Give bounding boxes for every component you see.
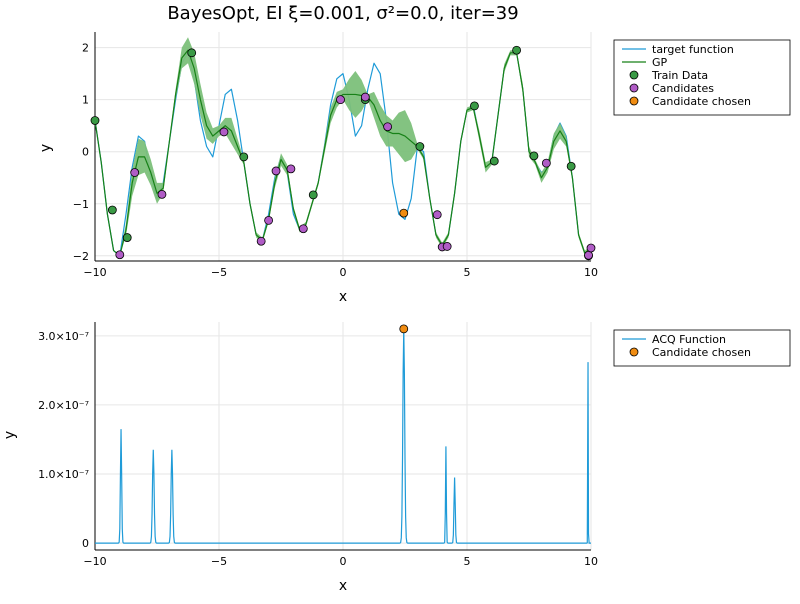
bottom-ticks: −10 −5 0 5 10 0 1.0×10⁻⁷ 2.0×10⁻⁷ 3.0×10⁻⁷ bbox=[38, 322, 598, 568]
top-point-train-data bbox=[187, 48, 197, 58]
top-point-train-data bbox=[566, 161, 576, 171]
top-y-tick-label: −2 bbox=[73, 250, 89, 263]
top-point-candidate-chosen bbox=[399, 208, 409, 218]
top-legend-box bbox=[613, 39, 791, 116]
top-point-candidates bbox=[130, 168, 140, 177]
bottom-y-tick-label: 1.0×10⁻⁷ bbox=[38, 468, 89, 481]
top-clipped-marks bbox=[95, 37, 591, 257]
top-legend-marker bbox=[629, 83, 639, 93]
bottom-point-candidate-chosen bbox=[399, 324, 409, 334]
top-point-candidates bbox=[157, 189, 167, 199]
top-point-candidates bbox=[586, 243, 596, 253]
top-legend-label: Train Data bbox=[651, 69, 708, 82]
bottom-plot: x y −10 −5 0 5 10 0 1.0×10⁻⁷ 2.0×10⁻⁷ 3.0×10⁻⁷ A… bbox=[2, 322, 791, 594]
top-y-tick-label: 0 bbox=[82, 146, 89, 159]
top-point-candidates bbox=[219, 127, 229, 137]
top-x-tick-label: 5 bbox=[464, 266, 471, 279]
top-x-tick-label: −5 bbox=[211, 266, 227, 279]
bottom-x-tick-label: 5 bbox=[464, 555, 471, 568]
bottom-acq-line bbox=[95, 328, 591, 544]
top-y-tick-label: −1 bbox=[73, 198, 89, 211]
top-point-candidates bbox=[271, 166, 281, 176]
top-point-candidates bbox=[256, 236, 266, 246]
top-point-candidates bbox=[286, 164, 296, 174]
top-point-candidates bbox=[584, 250, 593, 260]
top-legend-label: Candidate chosen bbox=[652, 95, 751, 108]
top-y-tick-label: 1 bbox=[82, 94, 89, 107]
top-plotarea bbox=[90, 37, 596, 261]
bottom-y-axis-label: y bbox=[2, 431, 18, 439]
top-point-train-data bbox=[470, 101, 479, 111]
top-point-train-data bbox=[529, 151, 539, 161]
top-point-candidates bbox=[432, 210, 442, 220]
bottom-legend-marker bbox=[629, 347, 639, 357]
bottom-x-axis-label: x bbox=[339, 578, 347, 594]
bottom-legend-box bbox=[613, 329, 791, 367]
top-legend-label: target function bbox=[652, 43, 734, 56]
top-plot: BayesOpt, EI ξ=0.001, σ²=0.0, iter=39 x … bbox=[38, 3, 791, 305]
bottom-legend-label: Candidate chosen bbox=[652, 346, 751, 359]
bottom-x-tick-label: −5 bbox=[211, 555, 227, 568]
bottom-y-tick-label: 3.0×10⁻⁷ bbox=[38, 330, 89, 343]
top-series-line-1 bbox=[95, 49, 591, 257]
top-point-candidates bbox=[336, 95, 345, 105]
top-point-train-data bbox=[489, 156, 499, 166]
top-y-axis-label: y bbox=[38, 144, 54, 152]
top-legend-label: GP bbox=[652, 56, 668, 69]
top-x-tick-label: −10 bbox=[83, 266, 106, 279]
top-point-train-data bbox=[90, 116, 100, 125]
top-point-candidates bbox=[383, 122, 393, 132]
top-x-tick-label: 10 bbox=[584, 266, 598, 279]
top-point-train-data bbox=[415, 142, 425, 151]
top-y-tick-label: 2 bbox=[82, 42, 89, 55]
top-point-candidates bbox=[442, 242, 452, 251]
top-legend-marker bbox=[629, 96, 639, 106]
top-x-axis-label: x bbox=[339, 289, 347, 305]
top-point-train-data bbox=[239, 152, 249, 162]
top-legend-marker bbox=[629, 70, 639, 80]
bottom-y-tick-label: 2.0×10⁻⁷ bbox=[38, 399, 89, 412]
top-point-train-data bbox=[308, 190, 318, 200]
top-chart-title: BayesOpt, EI ξ=0.001, σ²=0.0, iter=39 bbox=[167, 3, 518, 24]
top-point-candidates bbox=[360, 92, 370, 102]
bottom-clipped-marks bbox=[95, 328, 591, 544]
top-point-train-data bbox=[512, 45, 521, 55]
top-point-train-data bbox=[107, 205, 117, 215]
top-legend-label: Candidates bbox=[652, 82, 714, 95]
bottom-x-tick-label: −10 bbox=[83, 555, 106, 568]
bottom-x-tick-label: 10 bbox=[584, 555, 598, 568]
top-point-train-data bbox=[122, 233, 132, 242]
bottom-legend-label: ACQ Function bbox=[652, 333, 726, 346]
top-point-candidates bbox=[541, 158, 551, 168]
top-point-candidates bbox=[298, 224, 308, 234]
top-x-tick-label: 0 bbox=[340, 266, 347, 279]
top-point-candidates bbox=[115, 250, 125, 260]
bottom-plotarea bbox=[95, 324, 591, 544]
bottom-x-tick-label: 0 bbox=[340, 555, 347, 568]
bottom-y-tick-label: 0 bbox=[82, 537, 89, 550]
top-point-candidates bbox=[264, 216, 274, 225]
